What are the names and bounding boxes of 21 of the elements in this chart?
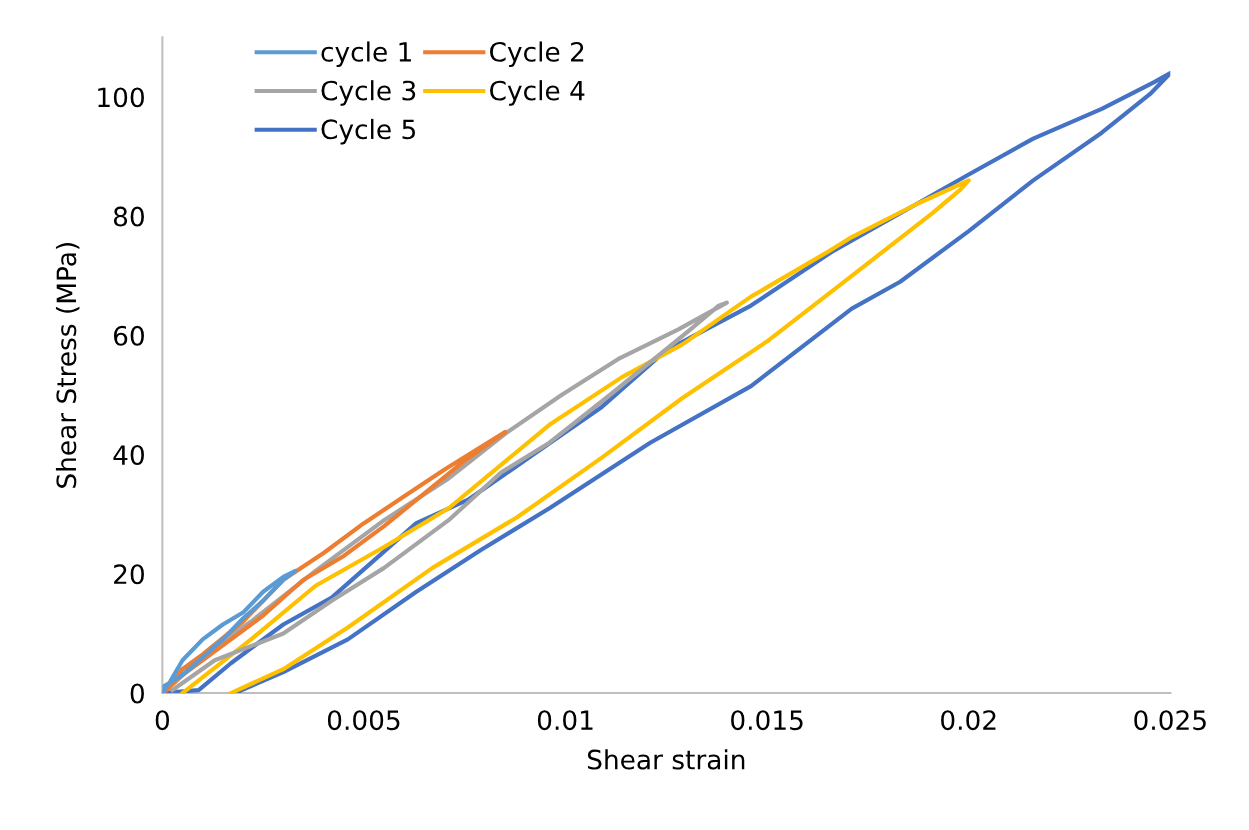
y-axis-title: Shear Stress (MPa) xyxy=(55,243,80,488)
y-tick-label: 80 xyxy=(113,206,144,227)
x-tick-label: 0.01 xyxy=(537,710,593,731)
x-axis-title: Shear strain xyxy=(587,749,745,770)
y-tick-label: 20 xyxy=(114,564,144,585)
x-tick-label: 0 xyxy=(155,710,170,731)
x-tick-label: 0.025 xyxy=(1134,710,1206,731)
legend-label: Cycle 4 xyxy=(490,80,585,106)
x-tick-label: 0.02 xyxy=(941,710,996,731)
x-tick-label: 0.015 xyxy=(731,710,803,731)
legend-label: Cycle 2 xyxy=(490,41,584,67)
y-tick-label: 40 xyxy=(113,445,144,466)
x-tick-label: 0.005 xyxy=(327,710,400,731)
y-tick-label: 0 xyxy=(130,683,144,704)
legend-label: Cycle 5 xyxy=(321,118,415,145)
legend-label: Cycle 3 xyxy=(321,80,416,106)
line-series xyxy=(162,568,298,694)
line-series xyxy=(180,178,971,694)
y-tick-label: 60 xyxy=(113,325,144,346)
legend-label: cycle 1 xyxy=(321,41,411,67)
y-tick-label: 100 xyxy=(98,87,144,108)
